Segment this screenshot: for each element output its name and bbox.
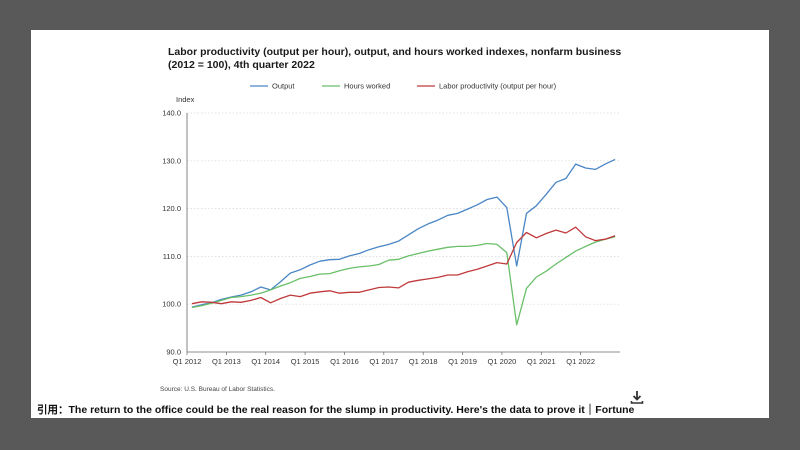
x-tick-label: Q1 2021 <box>527 357 556 366</box>
x-tick-label: Q1 2015 <box>291 357 320 366</box>
x-tick-label: Q1 2012 <box>173 357 202 366</box>
caption-text: 引用：The return to the office could be the… <box>37 404 635 416</box>
x-tick-label: Q1 2018 <box>409 357 438 366</box>
x-tick-label: Q1 2019 <box>448 357 477 366</box>
chart-title-line-1: Labor productivity (output per hour), ou… <box>168 46 622 58</box>
chart-title-line-2: (2012 = 100), 4th quarter 2022 <box>168 59 315 71</box>
x-tick-label: Q1 2017 <box>369 357 398 366</box>
legend-label-2: Hours worked <box>344 82 390 91</box>
legend-label-3: Labor productivity (output per hour) <box>439 82 557 91</box>
source-note: Source: U.S. Bureau of Labor Statistics. <box>160 386 275 393</box>
legend-label-1: Output <box>272 82 295 91</box>
y-axis-label: Index <box>176 95 195 104</box>
series-line-3 <box>191 226 616 305</box>
x-tick-label: Q1 2014 <box>251 357 280 366</box>
y-tick-label: 110.0 <box>163 252 181 261</box>
y-tick-label: 140.0 <box>162 109 181 118</box>
x-tick-label: Q1 2020 <box>488 357 517 366</box>
x-tick-label: Q1 2022 <box>566 357 595 366</box>
series-line-1 <box>191 158 616 308</box>
chart-card <box>31 30 769 418</box>
series-line-2 <box>191 236 616 326</box>
x-tick-label: Q1 2016 <box>330 357 359 366</box>
y-tick-label: 100.0 <box>162 300 181 309</box>
chart-title: Labor productivity (output per hour), ou… <box>168 46 638 72</box>
download-icon[interactable] <box>629 389 645 405</box>
y-tick-label: 130.0 <box>162 156 181 165</box>
y-tick-label: 120.0 <box>162 204 181 213</box>
y-tick-label: 90.0 <box>166 348 181 357</box>
x-tick-label: Q1 2013 <box>212 357 241 366</box>
